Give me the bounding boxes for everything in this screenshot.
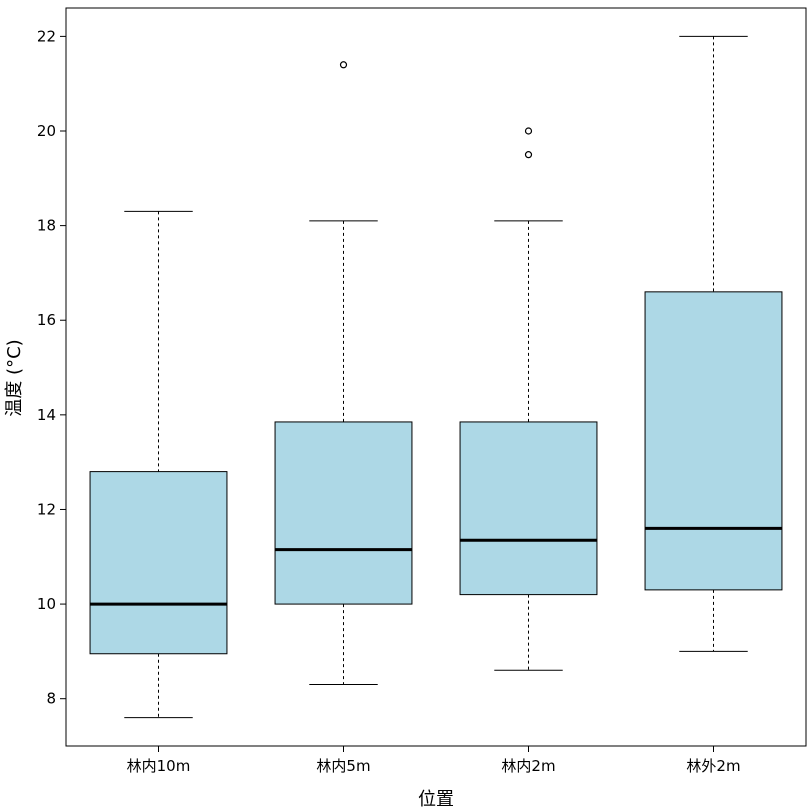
plot-frame — [65, 7, 807, 747]
outlier-point — [524, 127, 533, 135]
y-tick-label: 22 — [37, 27, 56, 45]
iqr-box — [89, 471, 228, 655]
box-group — [89, 210, 228, 719]
iqr-box — [644, 291, 783, 591]
y-tick-label: 18 — [37, 217, 56, 235]
y-tick-label: 20 — [37, 122, 56, 140]
plot-area — [65, 7, 807, 747]
x-tick-label: 林内10m — [127, 757, 191, 775]
y-axis: 8 10 12 14 16 18 20 22 — [37, 27, 66, 708]
x-axis: 林内10m 林内5m 林内2m 林外2m — [127, 746, 741, 775]
y-tick-label: 8 — [46, 690, 56, 708]
x-tick-label: 林内5m — [316, 757, 370, 775]
y-tick-label: 12 — [37, 500, 56, 518]
outlier-point — [524, 151, 533, 159]
box-group — [459, 127, 598, 671]
y-tick-label: 14 — [37, 406, 56, 424]
box-group — [644, 35, 783, 652]
x-tick-label: 林外2m — [686, 757, 740, 775]
iqr-box — [274, 421, 413, 605]
box-group — [274, 61, 413, 685]
y-tick-label: 10 — [37, 595, 56, 613]
x-tick-label: 林内2m — [501, 757, 555, 775]
y-axis-title: 温度 (°C) — [4, 339, 25, 416]
outlier-point — [339, 61, 348, 69]
x-axis-title: 位置 — [418, 789, 454, 810]
iqr-box — [459, 421, 598, 596]
y-tick-label: 16 — [37, 311, 56, 329]
